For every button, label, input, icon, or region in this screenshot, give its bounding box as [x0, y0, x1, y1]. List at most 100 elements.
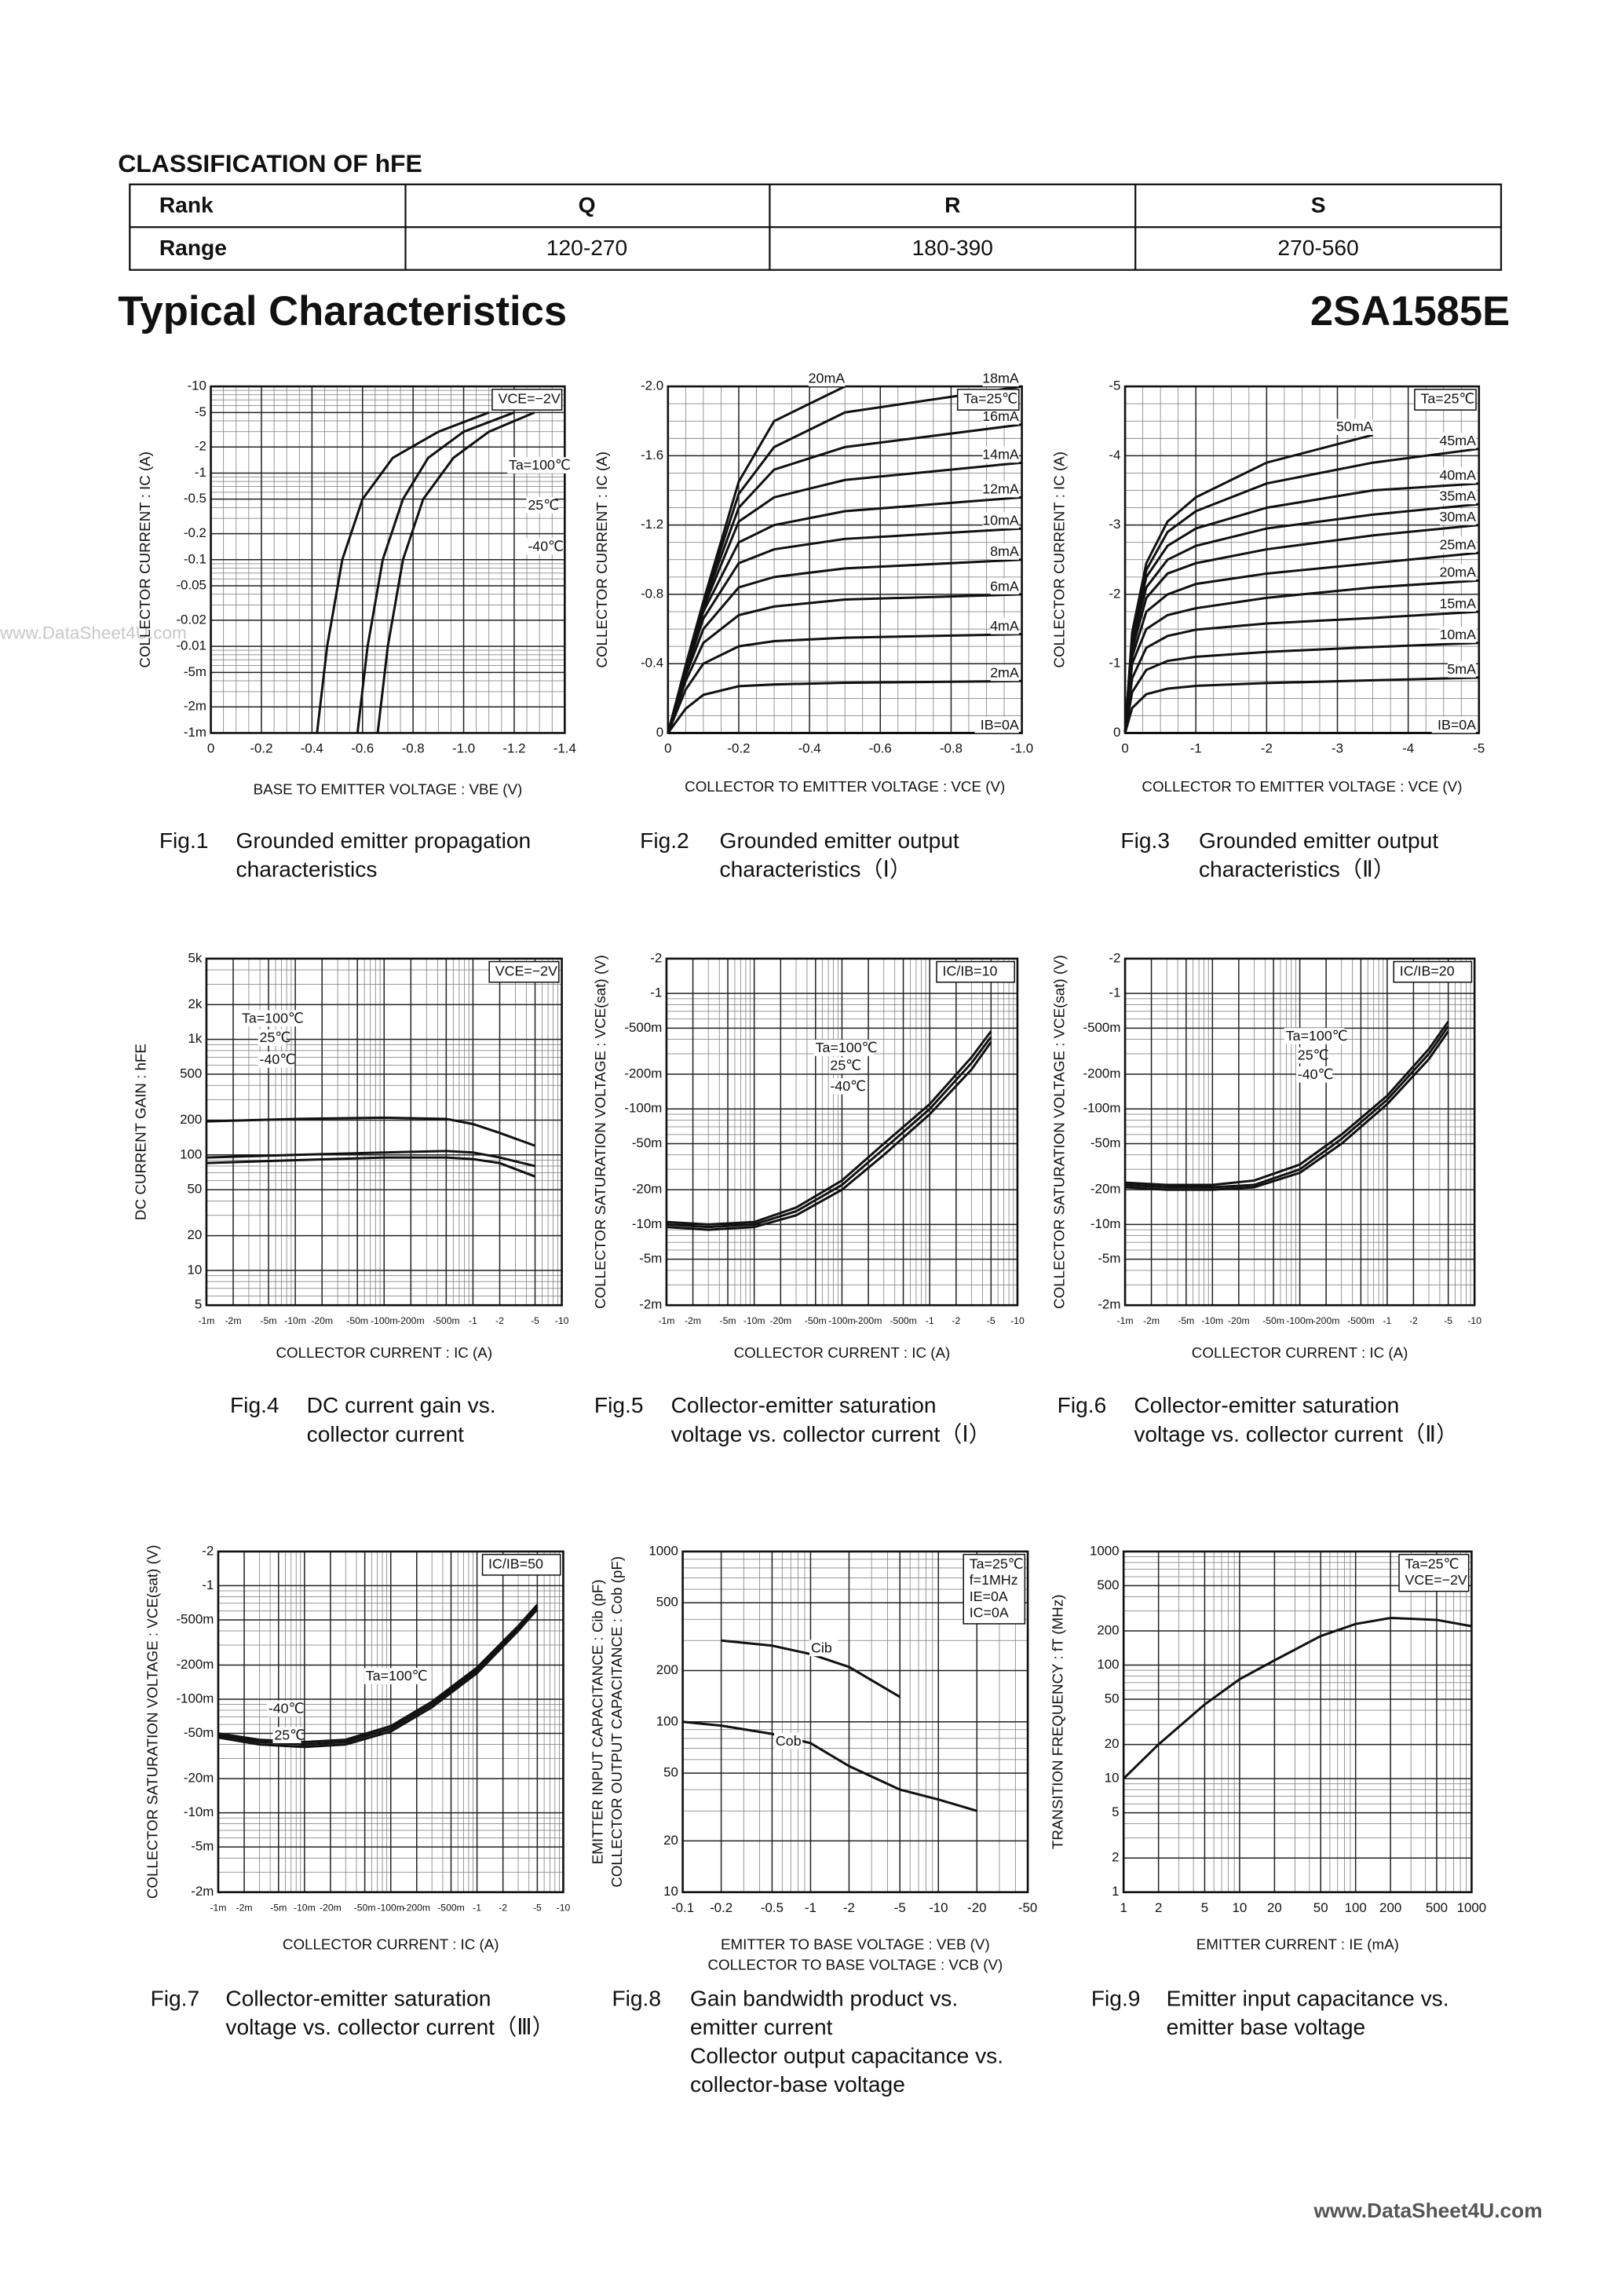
- figure-caption: DC current gain vs.: [307, 1392, 496, 1417]
- x-tick-label: -20m: [1228, 1315, 1250, 1326]
- curve-label-bg: [982, 446, 1019, 463]
- curve-label: Ta=100℃: [242, 1011, 304, 1026]
- annotation: IC/IB=50: [488, 1556, 543, 1571]
- x-tick-label: -100m: [377, 1903, 404, 1914]
- x-tick-label: -100m: [371, 1315, 398, 1326]
- figure-number: Fig.8: [612, 1985, 661, 2010]
- y-tick-label: -2m: [1098, 1297, 1120, 1312]
- curve: [217, 1608, 539, 1749]
- curve-label-bg: [1295, 1066, 1333, 1083]
- curve: [1124, 1026, 1449, 1189]
- annotation-box: [1393, 960, 1473, 983]
- x-tick-label: -10: [555, 1315, 569, 1326]
- y-axis-label: COLLECTOR SATURATION VOLTAGE : VCE(sat) …: [592, 955, 608, 1309]
- curve-label-bg: [990, 543, 1019, 560]
- x-tick-label: -20: [967, 1900, 986, 1915]
- x-tick-label: -2: [495, 1315, 504, 1326]
- y-tick-label: -2m: [184, 699, 206, 714]
- annotation-box: [481, 1553, 561, 1576]
- x-tick-label: -100m: [828, 1315, 856, 1326]
- chart: -1m-2m-5m-10m-20m-50m-100m-200m-500m-1-2…: [1050, 950, 1481, 1446]
- x-tick-label: -5m: [261, 1315, 277, 1326]
- y-axis-label: COLLECTOR CURRENT : IC (A): [137, 452, 153, 668]
- y-tick-label: -50m: [184, 1725, 214, 1740]
- y-axis-label: TRANSITION FREQUENCY : fT (MHz): [1049, 1595, 1065, 1850]
- annotation: Ta=25℃: [970, 1556, 1024, 1571]
- curve-label-bg: [272, 1727, 301, 1744]
- curve: [682, 1720, 977, 1812]
- y-tick-label: -5m: [1098, 1251, 1120, 1266]
- curve: [1123, 676, 1479, 733]
- curve-label: 4mA: [990, 618, 1019, 634]
- curve-label: 25℃: [830, 1058, 861, 1073]
- y-tick-label: -5: [195, 404, 206, 419]
- curve-label-bg: [982, 481, 1019, 498]
- figure-number: Fig.7: [151, 1985, 200, 2010]
- x-tick-label: 50: [1313, 1900, 1328, 1915]
- curve-label-bg: [1431, 716, 1477, 733]
- chart: 0 -1 -2 -3 -4 -5 0 -1 -2 -3 -4 -5 50mA 45mA 40mA 35mA 30…: [1050, 378, 1485, 882]
- figure-caption: voltage vs. collector current（Ⅲ）: [225, 2014, 553, 2039]
- table-cell: Range: [159, 235, 227, 260]
- x-axis-label: COLLECTOR TO EMITTER VOLTAGE : VCE (V): [685, 778, 1005, 795]
- y-tick-label: 200: [656, 1662, 678, 1677]
- x-tick-label: -0.1: [671, 1900, 694, 1915]
- curve-label: 20mA: [809, 370, 846, 386]
- x-tick-label: -5: [894, 1900, 906, 1915]
- y-tick-label: -3: [1109, 517, 1120, 532]
- y-tick-label: -0.05: [176, 577, 206, 592]
- x-tick-label: -0.8: [940, 741, 963, 756]
- curve-label-bg: [982, 512, 1019, 529]
- x-tick-label: -0.2: [710, 1900, 732, 1915]
- y-axis-label: COLLECTOR SATURATION VOLTAGE : VCE(sat) …: [144, 1545, 160, 1899]
- curve: [1123, 551, 1479, 733]
- x-tick-label: 500: [1426, 1900, 1448, 1915]
- figure-number: Fig.2: [640, 828, 689, 853]
- watermark: www.DataSheet4U.com: [0, 623, 187, 643]
- curve-label-bg: [990, 578, 1019, 594]
- curve: [667, 633, 1022, 734]
- curve-label: 25℃: [1298, 1047, 1329, 1063]
- y-axis-label: DC CURRENT GAIN : hFE: [132, 1044, 148, 1220]
- x-tick-label: -2m: [1143, 1315, 1160, 1326]
- y-tick-label: -200m: [176, 1657, 214, 1672]
- x-axis-label: COLLECTOR CURRENT : IC (A): [1192, 1344, 1408, 1361]
- x-axis-label: COLLECTOR TO EMITTER VOLTAGE : VCE (V): [1142, 778, 1462, 795]
- x-tick-label: -1m: [210, 1903, 226, 1914]
- y-tick-label: -20m: [184, 1771, 214, 1786]
- x-tick-label: 1: [1120, 1900, 1127, 1915]
- figure-caption: characteristics（Ⅱ）: [1199, 857, 1395, 882]
- x-tick-label: -10: [929, 1900, 948, 1915]
- curve-label: -40℃: [269, 1701, 305, 1717]
- curve-label-bg: [809, 1640, 838, 1657]
- curve: [667, 558, 1022, 733]
- x-tick-label: -10: [1010, 1315, 1025, 1326]
- chart: 0 -0.2 -0.4 -0.6 -0.8 -1.0 -1.2 -1.4 -10 -5 -2 -1 -0…: [137, 378, 576, 882]
- annotation-box: [1414, 389, 1477, 411]
- x-tick-label: -200m: [397, 1315, 425, 1326]
- annotation: IC/IB=10: [943, 963, 998, 978]
- annotation-box: [956, 389, 1020, 411]
- y-tick-label: -500m: [624, 1020, 662, 1035]
- annotation: IE=0A: [970, 1589, 1008, 1604]
- x-tick-label: -2: [1261, 741, 1273, 756]
- curve-label: Ta=100℃: [366, 1668, 428, 1684]
- curve: [316, 411, 490, 733]
- figure-caption: characteristics（Ⅰ）: [720, 857, 912, 882]
- curve-label-bg: [258, 1029, 287, 1046]
- curve-label-bg: [1295, 1047, 1324, 1064]
- curve-label: Cib: [811, 1640, 832, 1656]
- curve: [1124, 1030, 1449, 1191]
- x-axis-label: COLLECTOR TO BASE VOLTAGE : VCB (V): [707, 1957, 1003, 1973]
- curve-label-bg: [982, 408, 1019, 425]
- y-tick-label: 200: [180, 1112, 202, 1127]
- x-axis-label: COLLECTOR CURRENT : IC (A): [283, 1936, 499, 1952]
- y-tick-label: -50m: [1090, 1135, 1120, 1150]
- curve-label: 50mA: [1336, 419, 1373, 434]
- table-cell: 180-390: [912, 235, 993, 260]
- curve-label-bg: [1447, 661, 1477, 678]
- x-tick-label: -10m: [743, 1315, 765, 1326]
- y-tick-label: -5m: [191, 1839, 214, 1854]
- section-title: Typical Characteristics: [118, 288, 567, 335]
- curve-label-bg: [808, 370, 846, 387]
